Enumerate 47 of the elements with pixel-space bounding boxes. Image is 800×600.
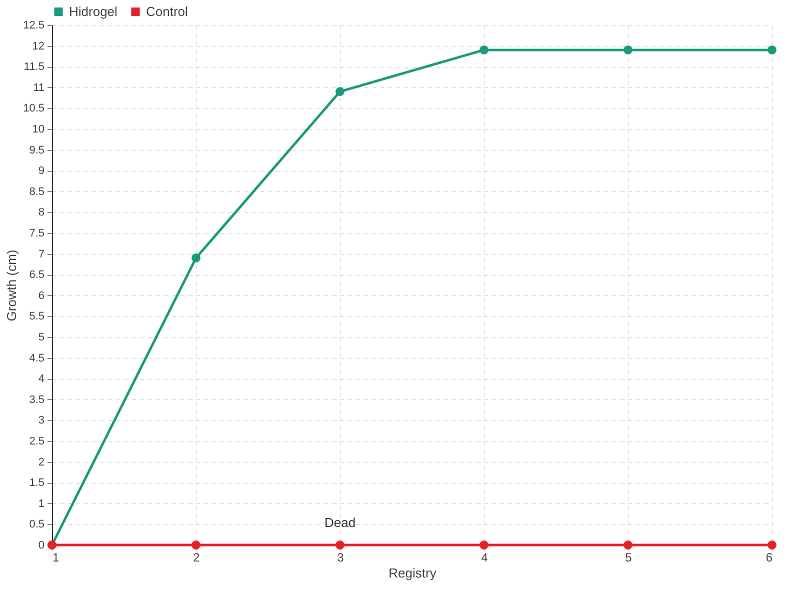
y-tick-label: 1.5 bbox=[29, 477, 44, 490]
y-tick-label: 3 bbox=[38, 414, 44, 427]
y-tick-label: 6 bbox=[38, 290, 44, 302]
y-tick-label: 11 bbox=[33, 82, 44, 94]
x-tick-label: 4 bbox=[481, 550, 488, 564]
legend-label: Control bbox=[146, 4, 188, 19]
point bbox=[336, 540, 344, 550]
y-tick-label: 10.5 bbox=[23, 102, 44, 115]
point bbox=[624, 540, 632, 550]
y-tick-label: 9.5 bbox=[29, 144, 44, 156]
y-tick-label: 5 bbox=[38, 332, 44, 344]
y-axis-title: Growth (cm) bbox=[4, 250, 20, 322]
y-tick-label: 11.5 bbox=[24, 61, 44, 74]
y-tick-label: 7.5 bbox=[29, 228, 44, 240]
y-tick-label: 2.5 bbox=[29, 436, 44, 448]
y-tick-label: 8 bbox=[38, 206, 44, 219]
y-tick-label: 7 bbox=[38, 248, 44, 260]
y-tick-label: 0 bbox=[38, 540, 44, 552]
x-tick-label: 3 bbox=[337, 550, 344, 564]
point bbox=[624, 45, 632, 54]
annotation: Dead bbox=[324, 515, 356, 530]
point bbox=[768, 45, 776, 54]
y-tick-label: 4.5 bbox=[29, 352, 44, 364]
y-tick-label: 12.5 bbox=[23, 20, 44, 32]
point bbox=[768, 540, 776, 550]
y-tick-label: 9 bbox=[38, 165, 44, 178]
y-tick-label: 12 bbox=[32, 40, 44, 52]
x-tick-label: 1 bbox=[52, 550, 60, 564]
x-axis-title: Registry bbox=[388, 566, 437, 580]
y-tick-label: 2 bbox=[38, 456, 44, 468]
y-tick-label: 8.5 bbox=[29, 186, 44, 198]
legend-label: Hidrogel bbox=[69, 4, 118, 19]
y-tick-label: 6.5 bbox=[29, 269, 44, 282]
point bbox=[480, 540, 488, 550]
point bbox=[336, 87, 344, 96]
x-tick-label: 6 bbox=[766, 550, 773, 564]
y-tick-label: 5.5 bbox=[29, 310, 44, 323]
x-tick-label: 2 bbox=[193, 550, 200, 564]
x-tick-label: 5 bbox=[625, 550, 632, 564]
y-tick-label: 4 bbox=[38, 373, 44, 386]
point bbox=[192, 540, 200, 550]
y-tick-label: 0.5 bbox=[29, 518, 44, 531]
point bbox=[480, 45, 488, 54]
y-tick-label: 1 bbox=[38, 498, 44, 510]
y-tick-label: 3.5 bbox=[29, 394, 44, 406]
y-tick-label: 10 bbox=[32, 124, 44, 136]
point bbox=[192, 253, 200, 262]
